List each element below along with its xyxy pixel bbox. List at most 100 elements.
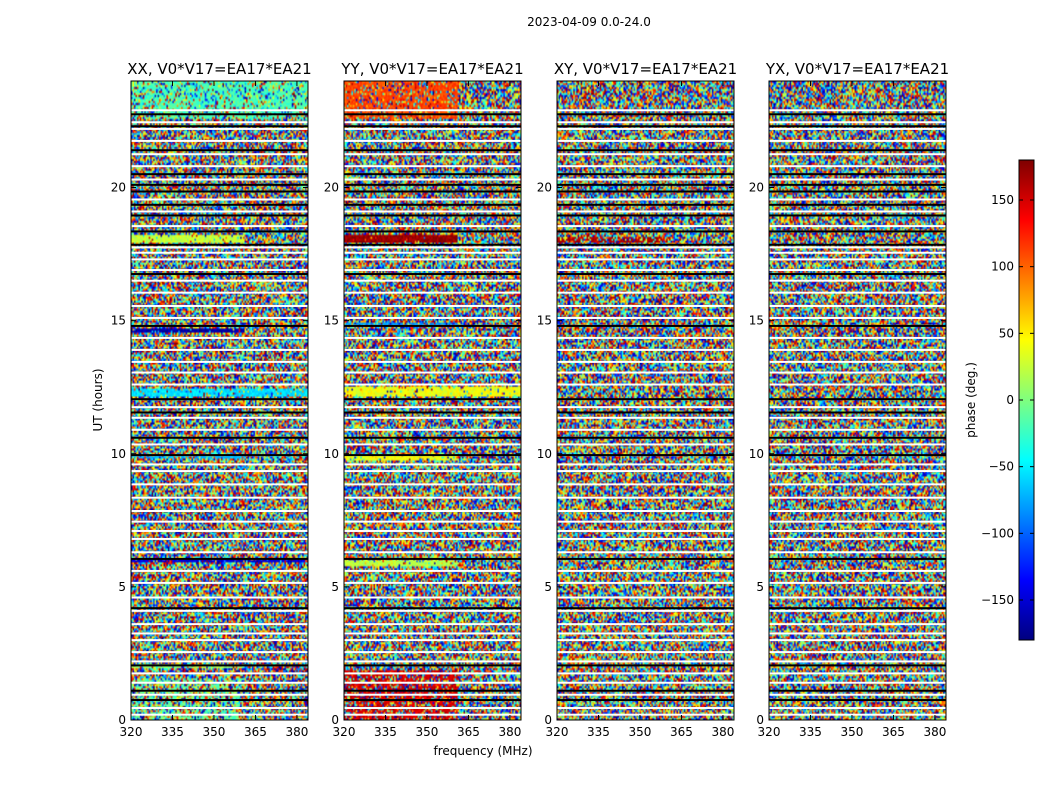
flagged-row-white <box>131 121 308 124</box>
flagged-row-white <box>769 672 946 675</box>
flagged-row-white <box>769 496 946 499</box>
flagged-row-black <box>131 183 308 186</box>
x-tick-label: 365 <box>882 725 905 739</box>
flagged-row-white <box>769 139 946 142</box>
flagged-row-white <box>557 383 734 386</box>
flagged-row-white <box>769 551 946 554</box>
flagged-row-white <box>557 713 734 716</box>
flagged-row-white <box>344 713 521 716</box>
flagged-row-white <box>557 681 734 684</box>
flagged-row-white <box>769 304 946 307</box>
flagged-row-black <box>557 149 734 152</box>
y-tick-label: 10 <box>111 447 126 461</box>
flagged-row-white <box>131 470 308 473</box>
flagged-row-white <box>769 707 946 710</box>
flagged-row-white <box>344 210 521 213</box>
panel-3: YX, V0*V17=EA17*EA21 320 335 350 365 380 0 5 10 1… <box>749 60 949 739</box>
panel-frame <box>768 80 947 721</box>
flagged-row-white <box>131 483 308 486</box>
flagged-row-white <box>769 632 946 635</box>
y-tick-label: 5 <box>331 580 339 594</box>
flagged-row-white <box>769 336 946 339</box>
flagged-row-black <box>557 607 734 610</box>
x-tick-label: 350 <box>416 725 439 739</box>
flagged-row-black <box>769 203 946 206</box>
flagged-row-white <box>131 660 308 663</box>
flagged-row-white <box>344 632 521 635</box>
x-tick-label: 335 <box>799 725 822 739</box>
flagged-row-white <box>769 258 946 261</box>
panel-frame <box>343 80 522 721</box>
flagged-row-white <box>769 639 946 642</box>
flagged-row-white <box>131 269 308 272</box>
flagged-row-black <box>769 243 946 246</box>
flagged-row-black <box>131 273 308 276</box>
flagged-row-white <box>131 623 308 626</box>
flagged-row-white <box>344 153 521 156</box>
flagged-row-white <box>557 210 734 213</box>
flagged-row-white <box>344 139 521 142</box>
flagged-row-black <box>344 607 521 610</box>
flagged-row-black <box>344 173 521 176</box>
flagged-row-white <box>557 153 734 156</box>
flagged-row-white <box>131 443 308 446</box>
flagged-row-black <box>131 664 308 667</box>
x-tick-label: 350 <box>629 725 652 739</box>
flagged-row-white <box>131 639 308 642</box>
flagged-row-white <box>557 178 734 181</box>
y-tick-label: 5 <box>118 580 126 594</box>
flagged-row-white <box>769 623 946 626</box>
flagged-row-white <box>131 693 308 696</box>
flagged-row-black <box>131 203 308 206</box>
flagged-row-white <box>344 127 521 130</box>
flagged-row-black <box>131 113 308 116</box>
flagged-row-white <box>344 470 521 473</box>
heatmap-image <box>557 81 734 720</box>
flagged-row-black <box>557 689 734 692</box>
flagged-row-white <box>131 178 308 181</box>
flagged-row-white <box>344 443 521 446</box>
y-tick-label: 20 <box>537 181 552 195</box>
flagged-row-black <box>131 125 308 128</box>
flagged-row-white <box>131 581 308 584</box>
x-tick-label: 335 <box>161 725 184 739</box>
flagged-row-white <box>344 496 521 499</box>
flagged-row-white <box>344 198 521 201</box>
flagged-row-white <box>557 258 734 261</box>
flagged-row-white <box>769 406 946 409</box>
flagged-row-white <box>769 198 946 201</box>
flagged-row-white <box>557 581 734 584</box>
flagged-row-black <box>131 557 308 560</box>
flagged-row-black <box>344 689 521 692</box>
flagged-row-white <box>769 383 946 386</box>
flagged-row-white <box>344 165 521 168</box>
flagged-row-white <box>769 509 946 512</box>
flagged-row-white <box>131 109 308 112</box>
flagged-row-black <box>344 214 521 217</box>
flagged-row-white <box>131 651 308 654</box>
flagged-row-black <box>769 113 946 116</box>
flagged-row-white <box>131 153 308 156</box>
flagged-row-white <box>557 246 734 249</box>
y-tick-label: 0 <box>118 713 126 727</box>
flagged-row-white <box>344 269 521 272</box>
flagged-row-black <box>557 230 734 233</box>
flagged-row-white <box>131 596 308 599</box>
x-tick-label: 320 <box>758 725 781 739</box>
flagged-row-black <box>344 183 521 186</box>
flagged-row-white <box>344 537 521 540</box>
flagged-row-black <box>131 243 308 246</box>
flagged-row-white <box>557 509 734 512</box>
flagged-row-black <box>344 557 521 560</box>
flagged-row-white <box>557 569 734 572</box>
flagged-row-white <box>557 371 734 374</box>
flagged-row-black <box>131 324 308 327</box>
flagged-row-white <box>769 483 946 486</box>
colorbar-tick-label: −100 <box>981 526 1014 540</box>
flagged-row-white <box>557 470 734 473</box>
flagged-row-white <box>769 416 946 419</box>
flagged-row-white <box>344 509 521 512</box>
flagged-row-white <box>557 660 734 663</box>
flagged-row-black <box>769 125 946 128</box>
flagged-row-white <box>557 443 734 446</box>
